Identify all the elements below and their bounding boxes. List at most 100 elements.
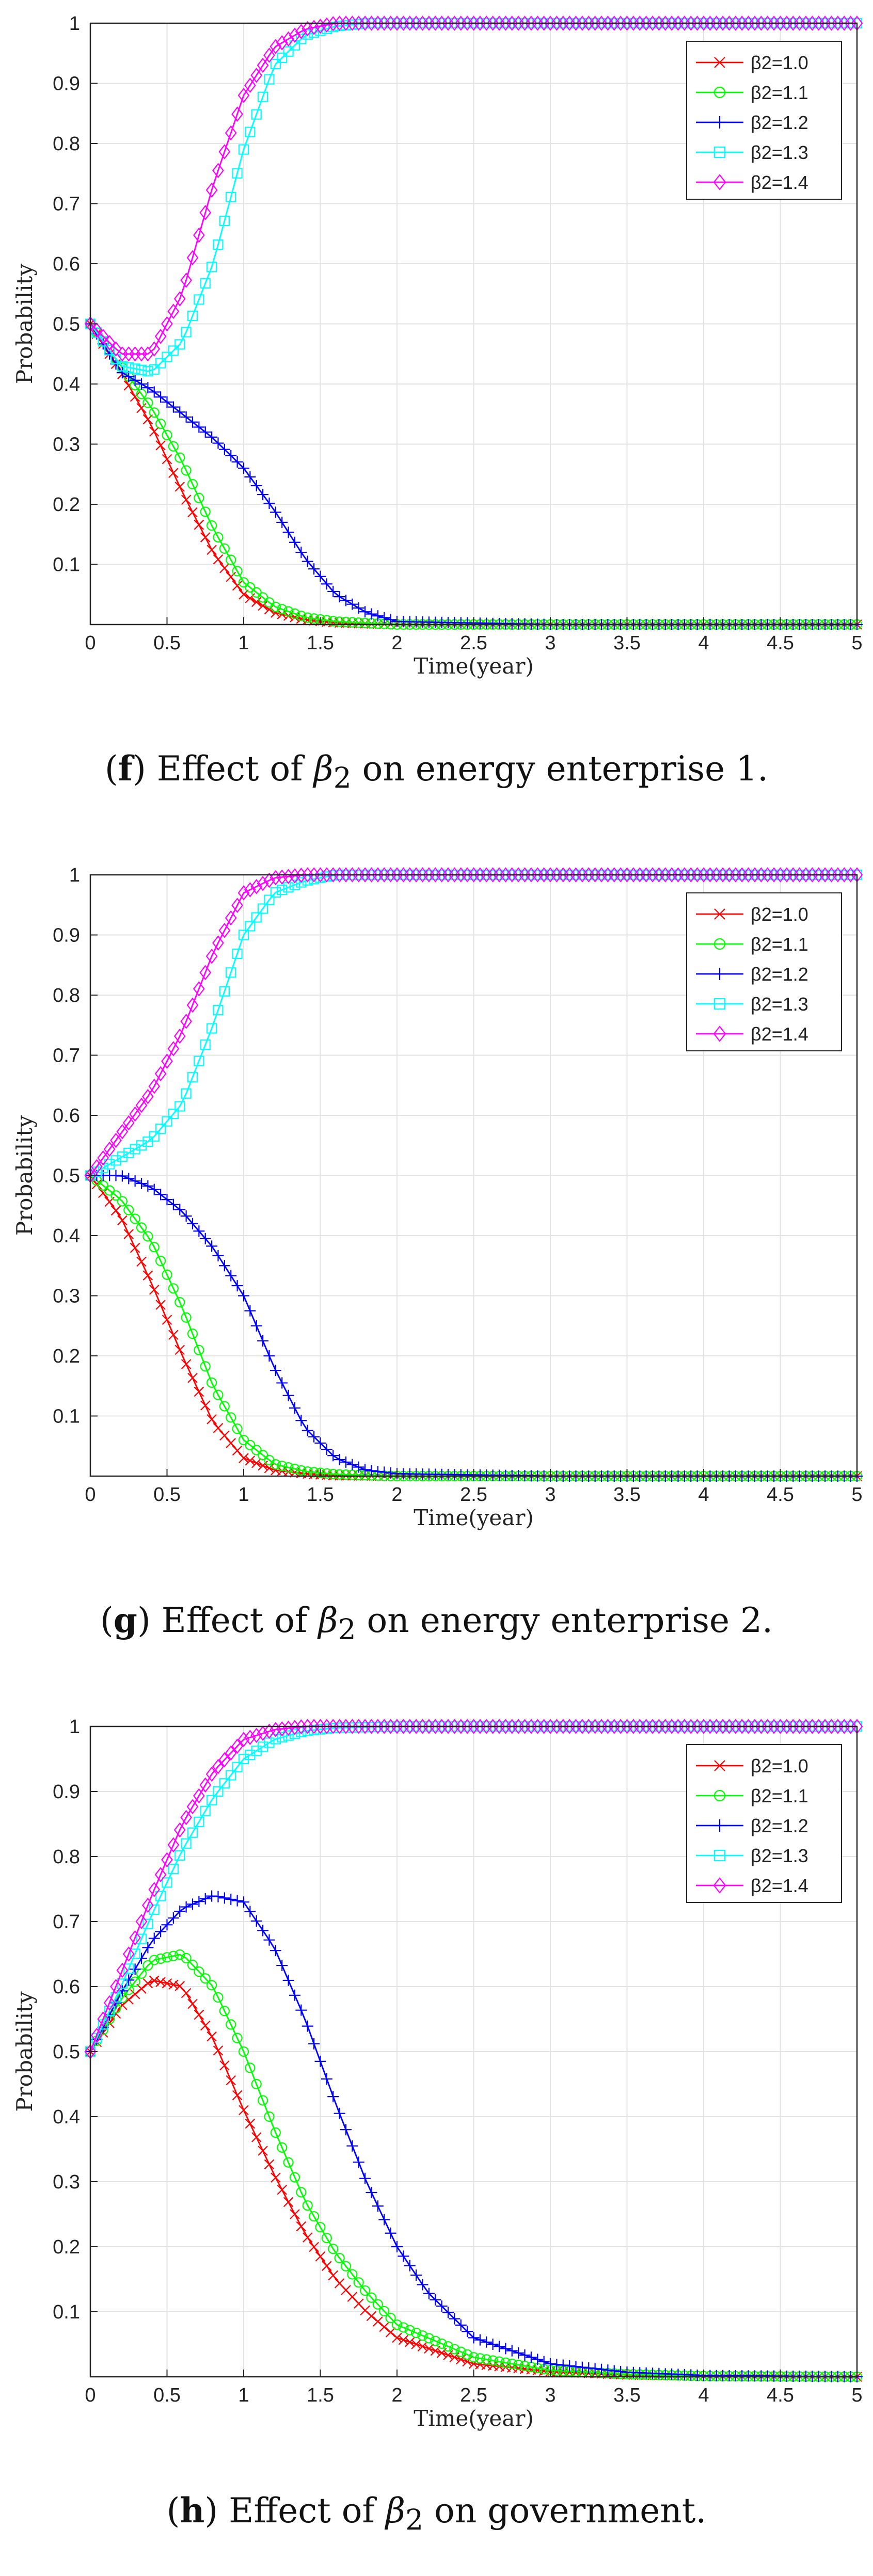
data-point — [213, 1786, 224, 1797]
data-point — [123, 1963, 134, 1974]
x-tick-label: 2.5 — [460, 1484, 487, 1506]
y-tick-label: 1 — [69, 865, 80, 886]
data-point — [194, 1816, 204, 1827]
data-point — [289, 2172, 300, 2183]
data-point — [130, 1213, 140, 1224]
data-point — [251, 1746, 262, 1756]
data-point — [231, 898, 244, 914]
data-point — [129, 1930, 141, 1946]
data-point — [250, 1320, 262, 1332]
x-tick-label: 1 — [238, 632, 249, 654]
data-point — [219, 1430, 230, 1441]
data-point — [258, 2095, 268, 2106]
data-point — [423, 2287, 435, 2299]
data-point — [713, 998, 726, 1010]
legend-entry: β2=1.0 — [696, 1755, 808, 1777]
legend: β2=1.0 β2=1.1 β2=1.2 β2=1.3 β2=1.4 — [686, 1744, 842, 1903]
data-point — [225, 1893, 237, 1905]
data-point — [468, 2352, 479, 2363]
data-point — [200, 278, 211, 289]
data-point — [167, 1041, 180, 1057]
data-point — [174, 1101, 185, 1112]
x-tick-label: 3 — [545, 632, 555, 654]
data-point — [226, 967, 236, 978]
data-point — [116, 1962, 129, 1978]
data-point — [269, 1365, 281, 1377]
y-tick-label: 0.5 — [53, 1165, 80, 1187]
data-point — [309, 2211, 320, 2222]
data-point — [359, 2172, 371, 2184]
legend-label: β2=1.1 — [751, 934, 808, 955]
data-point — [346, 598, 358, 610]
data-point — [219, 215, 230, 227]
data-point — [130, 1243, 140, 1253]
legend-label: β2=1.3 — [751, 142, 808, 163]
legend-entry: β2=1.4 — [696, 1023, 808, 1045]
data-point — [205, 182, 218, 198]
data-point — [103, 1141, 116, 1157]
data-point — [193, 227, 205, 243]
y-tick-label: 0.1 — [53, 554, 80, 576]
data-point — [410, 2269, 422, 2281]
data-point — [219, 2006, 230, 2017]
data-point — [251, 109, 262, 120]
data-point — [713, 1789, 726, 1802]
data-point — [277, 52, 288, 63]
data-point — [264, 2111, 275, 2122]
data-point — [359, 606, 371, 618]
data-point — [270, 59, 281, 70]
data-point — [174, 452, 185, 463]
data-point — [225, 450, 237, 461]
x-axis-label: Time(year) — [414, 653, 534, 679]
data-point — [360, 2285, 371, 2296]
data-point — [213, 2045, 224, 2056]
data-point — [500, 2343, 512, 2355]
data-point — [213, 1005, 224, 1016]
data-point — [269, 1945, 281, 1957]
data-point — [289, 1402, 300, 1414]
data-point — [136, 1178, 147, 1190]
legend-entry: β2=1.3 — [696, 1845, 808, 1866]
data-point — [90, 2027, 103, 2043]
data-point — [167, 1837, 180, 1853]
legend-label: β2=1.4 — [751, 1023, 808, 1045]
caption-symbol: β — [385, 2491, 406, 2531]
data-point — [117, 1151, 128, 1162]
data-point — [244, 77, 256, 93]
legend-entry: β2=1.4 — [696, 1875, 808, 1896]
y-tick-label: 0.9 — [53, 925, 80, 947]
data-point — [289, 40, 300, 51]
data-point — [136, 403, 147, 413]
data-point — [263, 47, 275, 63]
data-point — [200, 1805, 211, 1816]
data-point — [193, 421, 205, 433]
data-point — [155, 1891, 166, 1901]
data-point — [714, 57, 725, 68]
data-point — [347, 617, 358, 628]
data-point — [346, 2140, 358, 2152]
data-point — [149, 1975, 160, 1986]
data-point — [494, 2356, 505, 2367]
data-point — [129, 1963, 141, 1975]
data-point — [373, 2316, 383, 2327]
data-point — [258, 903, 268, 914]
data-point — [532, 2354, 544, 2365]
data-point — [168, 1979, 179, 1990]
data-point — [218, 443, 230, 455]
data-point — [154, 1066, 167, 1082]
x-axis-label: Time(year) — [414, 2406, 534, 2431]
data-point — [455, 2319, 467, 2331]
data-point — [462, 2326, 473, 2338]
x-tick-label: 1.5 — [307, 2385, 334, 2406]
data-point — [180, 1210, 192, 1222]
data-point — [258, 1450, 268, 1461]
y-tick-label: 0.2 — [53, 494, 80, 516]
caption-suffix: on government. — [423, 2491, 707, 2531]
data-point — [155, 419, 166, 429]
data-point — [213, 1389, 224, 1400]
data-point — [327, 16, 339, 31]
data-point — [200, 1400, 211, 1411]
data-point — [340, 595, 352, 606]
data-point — [442, 2307, 454, 2318]
data-point — [168, 1864, 179, 1875]
